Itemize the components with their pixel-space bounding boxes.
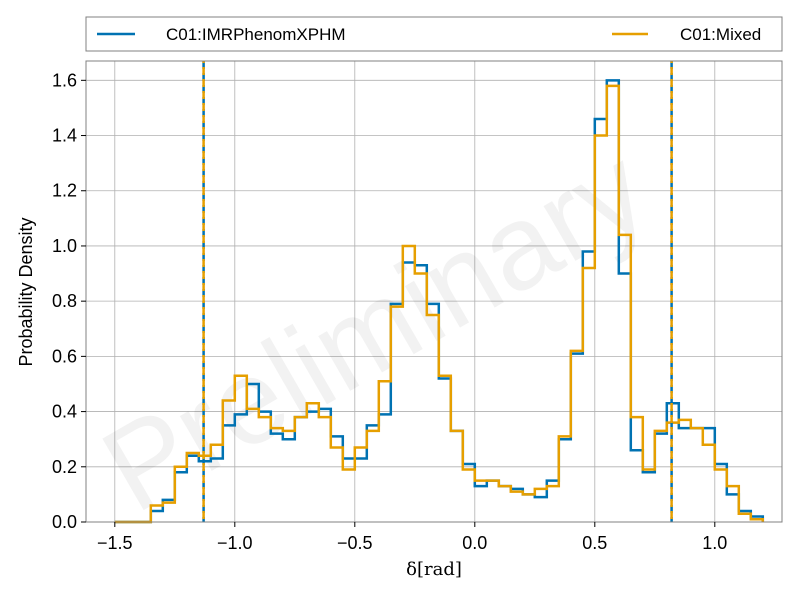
x-tick-label: 0.5 [582, 533, 607, 553]
y-tick-label: 0.0 [52, 512, 77, 532]
x-tick-label: 0.0 [462, 533, 487, 553]
y-tick-label: 1.0 [52, 236, 77, 256]
y-tick-label: 0.8 [52, 291, 77, 311]
plot-area: Preliminary −1.5 −1.0 −0.5 0.0 0.5 1.0 0.00.2… [52, 60, 783, 553]
plot-border [85, 60, 783, 523]
x-tick-label: −1.5 [97, 533, 133, 553]
y-tick-label: 0.6 [52, 346, 77, 366]
median-lines [202, 61, 673, 522]
y-tick-label: 0.2 [52, 457, 77, 477]
histogram-series-1 [114, 84, 765, 524]
x-tick-label: −1.0 [217, 533, 253, 553]
y-axis-label: Probability Density [16, 217, 36, 366]
legend-frame [85, 16, 783, 52]
legend: C01:IMRPhenomXPHM C01:Mixed [85, 16, 783, 52]
y-tick-label: 1.6 [52, 70, 77, 90]
x-tick-label: −0.5 [337, 533, 373, 553]
y-tick-label: 0.4 [52, 402, 77, 422]
y-axis-ticks: 0.0 0.2 0.4 0.6 0.8 1.0 1.2 1.4 1.6 [52, 70, 86, 532]
histogram-series-0 [114, 79, 765, 524]
y-tick-label: 1.2 [52, 181, 77, 201]
plot-background [86, 61, 782, 522]
legend-label-mixed: C01:Mixed [680, 25, 761, 44]
legend-label-imrphenomxphm: C01:IMRPhenomXPHM [166, 25, 346, 44]
x-tick-label: 1.0 [702, 533, 727, 553]
x-axis-ticks: −1.5 −1.0 −0.5 0.0 0.5 1.0 [97, 522, 727, 553]
x-axis-label: δ[rad] [406, 559, 462, 580]
series-layer [114, 79, 765, 524]
y-tick-label: 1.4 [52, 126, 77, 146]
